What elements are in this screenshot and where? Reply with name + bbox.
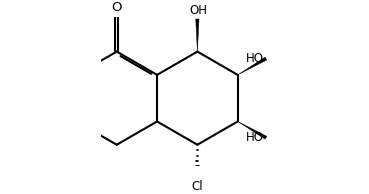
- Polygon shape: [238, 121, 267, 139]
- Polygon shape: [238, 57, 267, 75]
- Text: OH: OH: [189, 3, 207, 16]
- Text: Cl: Cl: [192, 180, 203, 193]
- Text: HO: HO: [246, 131, 264, 144]
- Text: O: O: [111, 1, 122, 14]
- Polygon shape: [196, 19, 199, 52]
- Text: HO: HO: [246, 52, 264, 65]
